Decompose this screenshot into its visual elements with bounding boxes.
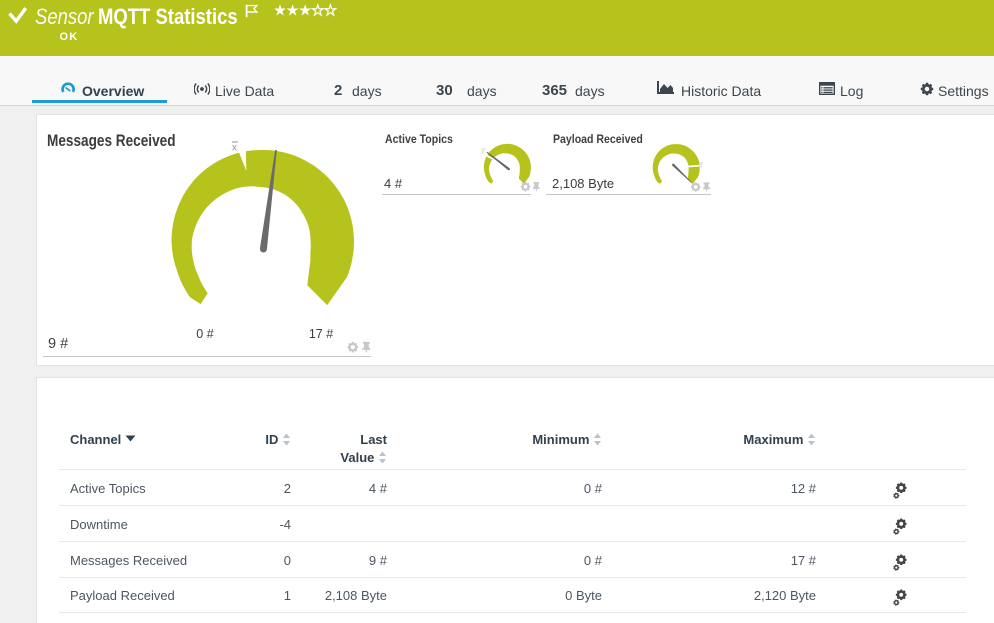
svg-text:x: x	[699, 163, 703, 170]
svg-text:x: x	[482, 149, 486, 156]
svg-text:x: x	[232, 143, 237, 154]
